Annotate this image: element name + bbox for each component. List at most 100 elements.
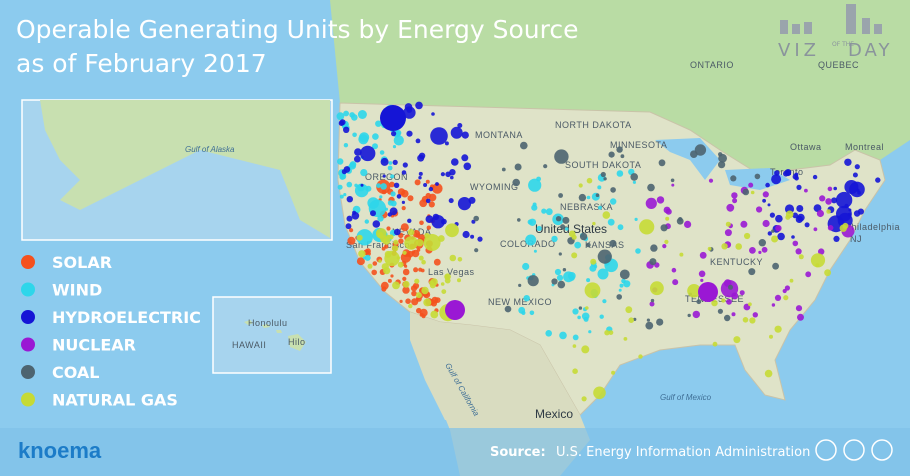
plant-dot [608,151,615,158]
plant-dot [381,246,386,251]
plant-dot [365,185,372,192]
plant-dot [520,141,528,150]
plant-dot [656,318,664,326]
plant-dot [717,308,724,314]
plant-dot [337,184,343,190]
map-label: Las Vegas [428,267,475,277]
plant-dot [440,282,445,286]
plant-dot [775,214,783,223]
plant-dot [419,199,428,208]
plant-dot [796,184,802,190]
plant-dot [402,276,407,281]
plant-dot [663,206,671,214]
logo: VIZ OF THE DAY [778,4,889,61]
plant-dot [593,386,606,400]
plant-dot [407,218,412,223]
plant-dot [767,231,772,236]
plant-dot [372,133,379,140]
title: as of February 2017 [16,49,267,78]
plant-dot [769,212,776,218]
plant-dot [625,306,633,314]
plant-dot [398,238,404,244]
plant-dot [578,183,583,188]
legend-label: NATURAL GAS [52,391,178,410]
footer-band [0,428,910,476]
map-label: MONTANA [475,130,523,140]
map-label: NJ [850,234,862,244]
plant-dot [388,161,393,165]
hawaii-label: Hilo [288,337,306,347]
plant-dot [504,305,512,313]
plant-dot [628,317,634,324]
plant-dot [391,131,397,137]
plant-dot [393,239,399,245]
hawaii-label: HAWAII [232,340,266,350]
plant-dot [528,178,542,192]
map-label: NORTH DAKOTA [555,120,632,130]
map-label: MINNESOTA [610,140,667,150]
plant-dot [527,275,539,287]
plant-dot [585,306,589,310]
plant-dot [735,243,742,250]
plant-dot [813,227,818,232]
plant-dot [401,170,407,175]
plant-dot [771,235,779,243]
plant-dot [383,267,391,275]
plant-dot [558,252,562,256]
plant-dot [387,278,392,283]
plant-dot [649,258,657,266]
plant-dot [650,281,664,296]
plant-dot [602,211,611,219]
plant-dot [384,250,400,267]
plant-dot [421,286,429,295]
plant-dot [372,261,378,266]
plant-dot [386,234,390,239]
plant-dot [758,250,762,254]
plant-dot [345,223,352,230]
legend-swatch [21,392,35,407]
plant-dot [761,246,768,253]
plant-dot [771,303,776,307]
plant-dot [429,280,434,286]
plant-dot [424,232,430,239]
plant-dot [597,185,602,190]
plant-dot [844,158,852,166]
plant-dot [445,223,459,238]
plant-dot [791,235,795,239]
plant-dot [393,135,404,146]
plant-dot [556,274,564,281]
plant-dot [418,171,423,176]
plant-dot [543,164,548,169]
plant-dot [402,250,407,255]
plant-dot [598,205,602,210]
plant-dot [764,369,773,378]
plant-dot [463,162,472,171]
plant-dot [712,341,718,347]
plant-dot [381,189,387,195]
plant-dot [382,174,386,178]
plant-dot [411,250,416,254]
plant-dot [390,174,395,179]
plant-dot [418,255,424,261]
plant-dot [517,218,521,222]
logo-text: VIZ [778,40,820,61]
plant-dot [379,195,383,199]
plant-dot [412,230,421,238]
plant-dot [411,298,419,306]
plant-dot [875,177,881,183]
plant-dot [607,218,615,226]
plant-dot [377,232,384,238]
plant-dot [665,216,670,221]
plant-dot [588,330,592,334]
source-label: Source: [490,445,546,460]
plant-dot [473,215,480,222]
plant-dot [608,330,614,335]
plant-dot [590,258,597,265]
plant-dot [367,263,373,269]
plant-dot [649,301,655,307]
legend-swatch [21,365,35,379]
plant-dot [354,155,361,163]
plant-dot [417,154,425,162]
plant-dot [562,268,567,272]
